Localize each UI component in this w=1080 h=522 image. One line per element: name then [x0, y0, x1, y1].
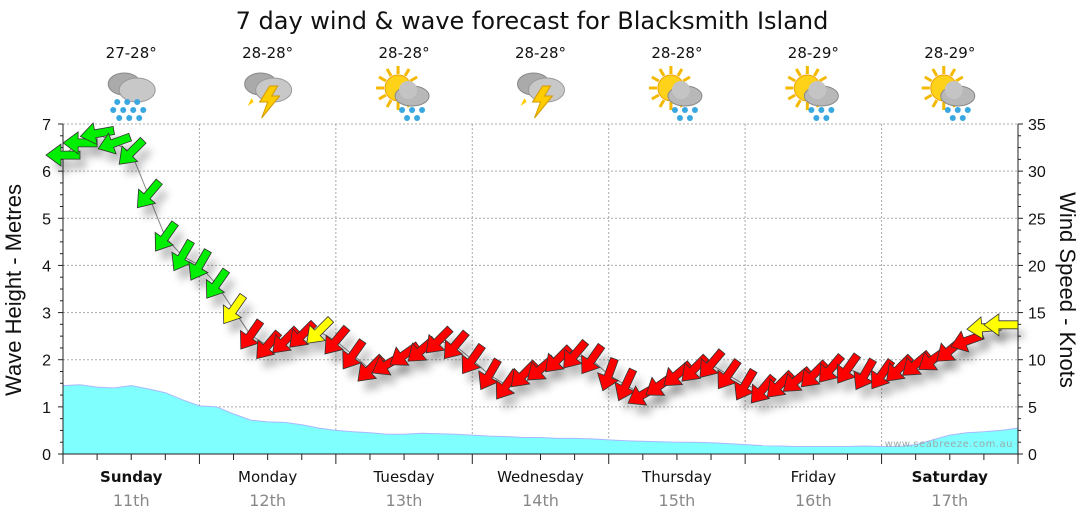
wind-arrow	[205, 267, 231, 299]
day-name-label: Monday	[238, 468, 297, 486]
wind-arrow	[563, 338, 590, 369]
day-column-thursday: Thursday 15th 28-28°	[641, 44, 712, 510]
thunderstorm-icon	[244, 72, 293, 119]
day-date-label: 12th	[249, 491, 286, 510]
y-axis-label: Wave Height - Metres	[1, 184, 26, 396]
day-column-saturday: Saturday 17th 28-29°	[912, 44, 989, 510]
wind-arrow-shadow	[468, 353, 492, 384]
y2-tick-label: 20	[1028, 258, 1046, 275]
rain-icon	[107, 72, 156, 121]
day-column-tuesday: Tuesday 13th 28-28°	[373, 44, 435, 510]
y-tick-label: 7	[42, 117, 51, 134]
wind-arrow	[45, 143, 81, 167]
wind-arrow-shadow	[229, 303, 253, 334]
wind-arrow	[819, 352, 845, 383]
wind-arrow	[699, 348, 726, 378]
y-tick-label: 5	[42, 211, 51, 228]
wind-arrow	[581, 342, 606, 375]
wind-arrow	[97, 132, 133, 155]
temperature-range: 28-29°	[924, 44, 975, 62]
wind-arrow	[222, 292, 248, 325]
y2-tick-label: 0	[1028, 447, 1037, 464]
y-tick-label: 2	[42, 353, 51, 370]
y-tick-label: 3	[42, 306, 51, 323]
wind-arrow-shadow	[212, 278, 236, 309]
day-column-sunday: Sunday 11th 27-28°	[100, 44, 163, 510]
sun-cloud-rain-icon	[785, 66, 839, 121]
wind-arrow	[443, 329, 470, 360]
y2-tick-label: 25	[1028, 211, 1046, 228]
day-name-label: Friday	[791, 468, 837, 486]
wind-arrow	[461, 342, 486, 375]
temperature-range: 28-28°	[515, 44, 566, 62]
day-date-label: 16th	[795, 491, 832, 510]
thunderstorm-icon	[517, 72, 565, 119]
sun-cloud-rain-icon	[376, 66, 430, 121]
y-tick-label: 4	[42, 258, 51, 275]
y2-axis-label: Wind Speed - Knots	[1055, 192, 1080, 388]
wind-arrow-shadow	[587, 353, 611, 384]
day-date-label: 11th	[113, 491, 150, 510]
chart-title: 7 day wind & wave forecast for Blacksmit…	[236, 7, 829, 35]
wind-arrow	[425, 325, 454, 354]
day-name-label: Tuesday	[373, 468, 435, 486]
wind-arrow	[306, 315, 335, 344]
day-column-wednesday: Wednesday 14th 28-28°	[497, 44, 584, 510]
day-date-label: 15th	[659, 491, 696, 510]
wind-arrow	[188, 248, 212, 281]
temperature-range: 28-28°	[379, 44, 430, 62]
wind-arrow-shadow	[125, 147, 153, 175]
wind-arrow	[342, 338, 367, 370]
watermark: www.seabreeze.com.au	[885, 439, 1013, 450]
wind-arrow	[136, 178, 163, 209]
sun-cloud-rain-icon	[648, 66, 703, 121]
y2-tick-label: 5	[1028, 400, 1037, 417]
y2-tick-label: 30	[1028, 164, 1046, 181]
day-date-label: 17th	[931, 491, 968, 510]
wind-arrow	[597, 356, 620, 392]
y2-tick-label: 15	[1028, 306, 1046, 323]
day-column-friday: Friday 16th 28-29°	[785, 44, 839, 510]
wind-arrow	[79, 122, 115, 146]
temperature-range: 28-28°	[651, 44, 702, 62]
wind-arrow	[983, 313, 1019, 337]
day-name-label: Wednesday	[497, 468, 584, 486]
day-date-label: 14th	[522, 491, 559, 510]
y2-tick-label: 35	[1028, 117, 1046, 134]
temperature-range: 28-29°	[788, 44, 839, 62]
day-name-label: Saturday	[912, 468, 989, 486]
day-date-label: 13th	[386, 491, 423, 510]
y-tick-label: 6	[42, 164, 51, 181]
y-tick-label: 1	[42, 400, 51, 417]
y2-tick-label: 10	[1028, 353, 1046, 370]
wind-arrow-shadow	[194, 258, 218, 291]
day-name-label: Sunday	[100, 468, 163, 486]
temperature-range: 27-28°	[106, 44, 157, 62]
wind-arrow-shadow	[161, 230, 185, 262]
wind-arrow	[118, 136, 147, 165]
y-tick-label: 0	[42, 447, 51, 464]
wave-height-area	[62, 384, 1019, 455]
wind-arrow	[154, 220, 179, 252]
sun-cloud-rain-icon	[921, 66, 976, 121]
wind-arrow	[324, 324, 351, 355]
day-column-monday: Monday 12th 28-28°	[238, 44, 297, 510]
temperature-range: 28-28°	[242, 44, 293, 62]
day-name-label: Thursday	[641, 468, 712, 486]
